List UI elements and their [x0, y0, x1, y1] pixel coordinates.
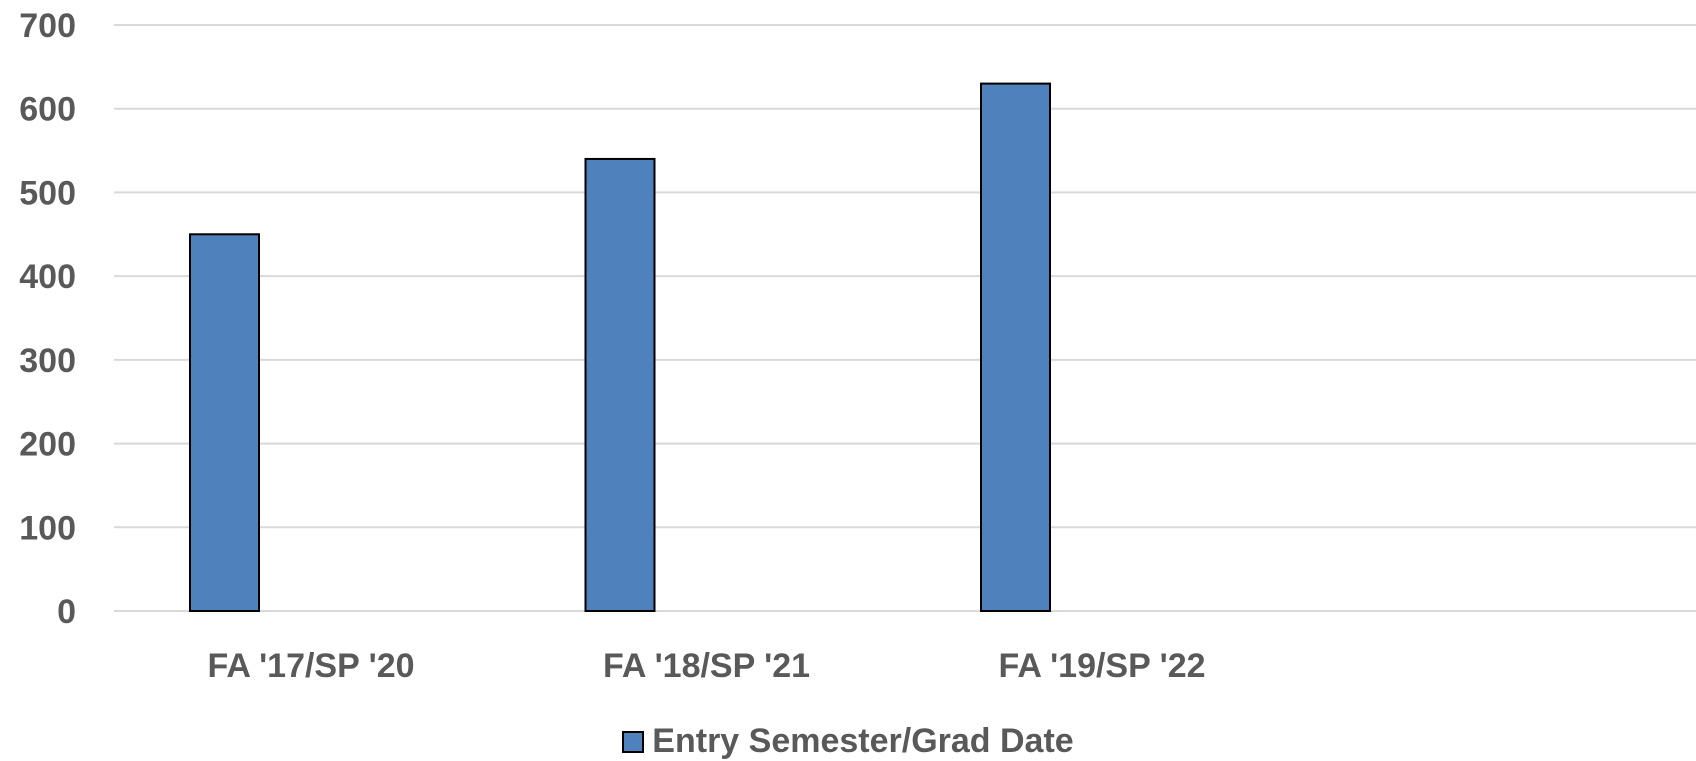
gridlines — [114, 24, 1696, 612]
x-tick-label: FA '17/SP '20 — [207, 647, 414, 685]
bars — [189, 82, 1051, 613]
bar — [189, 233, 260, 613]
legend-label: Entry Semester/Grad Date — [652, 722, 1074, 760]
y-tick-label: 500 — [19, 174, 76, 212]
bar — [584, 157, 656, 612]
y-tick-label: 0 — [57, 593, 76, 631]
legend: Entry Semester/Grad Date — [0, 722, 1696, 761]
y-tick-label: 100 — [19, 509, 76, 547]
y-tick-label: 700 — [19, 7, 76, 45]
y-tick-label: 400 — [19, 258, 76, 296]
legend-swatch — [622, 730, 645, 753]
bar — [980, 82, 1051, 613]
y-tick-label: 200 — [19, 426, 76, 464]
x-tick-label: FA '19/SP '22 — [998, 647, 1205, 685]
y-tick-label: 600 — [19, 91, 76, 129]
x-axis-ticks: FA '17/SP '20 FA '18/SP '21 FA '19/SP '22 — [207, 647, 1205, 685]
y-tick-label: 300 — [19, 342, 76, 380]
y-axis-ticks: 0 100 200 300 400 500 600 700 — [19, 7, 76, 631]
x-tick-label: FA '18/SP '21 — [603, 647, 810, 685]
